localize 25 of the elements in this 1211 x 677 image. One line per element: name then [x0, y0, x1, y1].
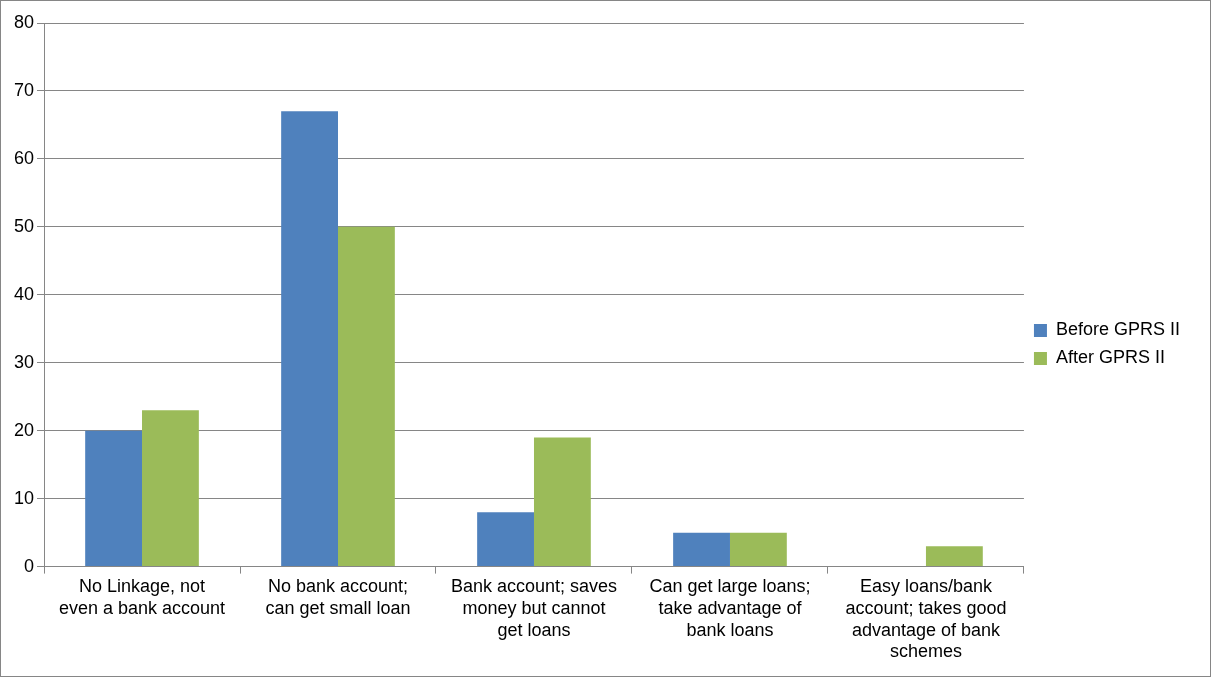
y-tick-label: 0	[24, 555, 35, 576]
bar	[925, 546, 983, 567]
y-tick-label: 50	[13, 215, 35, 236]
x-tick-label: Can get large loans; take advantage of bank loans	[649, 576, 811, 640]
legend-label: Before GPRS II	[1055, 319, 1181, 340]
x-tick-label: No bank account; can get small loan	[265, 576, 411, 618]
bar	[673, 532, 730, 567]
y-tick-label: 80	[13, 11, 35, 32]
y-tick-label: 70	[13, 79, 35, 100]
x-tick-label: Easy loans/bank account; takes good advantage of bank schemes	[845, 576, 1007, 662]
y-tick-label: 10	[13, 487, 35, 508]
bar	[729, 532, 787, 567]
bar	[281, 111, 338, 567]
bar	[477, 512, 534, 567]
y-tick-label: 20	[13, 419, 35, 440]
y-tick-label: 30	[13, 351, 35, 372]
bar	[142, 410, 199, 567]
x-tick-label: Bank account; saves money but cannot get loans	[450, 576, 618, 640]
bar	[338, 226, 395, 567]
y-tick-label: 60	[13, 147, 35, 168]
x-tick-label: No Linkage, not even a bank account	[58, 576, 226, 618]
bar	[85, 430, 143, 567]
legend-label: After GPRS II	[1055, 347, 1165, 368]
y-tick-label: 40	[13, 283, 35, 304]
bar	[533, 437, 591, 567]
